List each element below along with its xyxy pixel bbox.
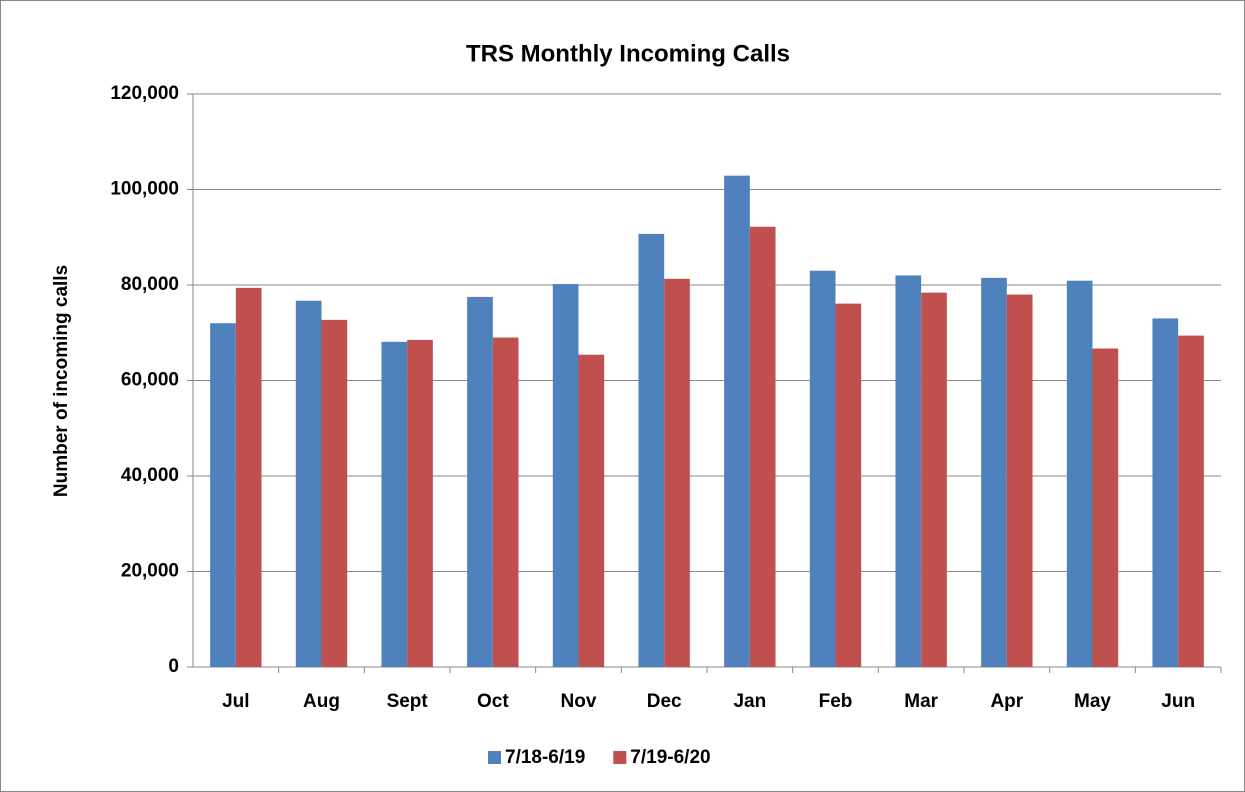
x-tick-label: Apr	[990, 691, 1023, 712]
bar	[295, 300, 322, 667]
bar	[1092, 348, 1119, 667]
bar	[981, 277, 1007, 667]
legend-label: 7/19-6/20	[630, 747, 710, 768]
bar	[809, 270, 836, 667]
y-tick-label: 100,000	[110, 179, 179, 200]
bar	[638, 233, 665, 667]
bar	[407, 339, 433, 667]
bar	[664, 278, 690, 667]
bar	[381, 341, 408, 667]
y-axis-label: Number of incoming calls	[51, 265, 72, 497]
bar	[552, 284, 579, 667]
bar	[1006, 294, 1033, 667]
x-tick-label: Aug	[303, 691, 340, 712]
x-tick-label: Jun	[1161, 691, 1195, 712]
bar	[235, 287, 262, 667]
bar	[835, 303, 862, 667]
bar	[1066, 280, 1093, 667]
y-tick-label: 80,000	[121, 274, 179, 295]
bar	[1178, 335, 1204, 667]
bar	[578, 354, 605, 667]
x-tick-label: Nov	[561, 691, 597, 712]
bar	[467, 296, 493, 667]
y-tick-label: 0	[168, 656, 179, 677]
y-tick-label: 120,000	[110, 83, 179, 104]
x-tick-label: Mar	[904, 691, 938, 712]
x-tick-label: Oct	[477, 691, 509, 712]
y-tick-label: 60,000	[121, 370, 179, 391]
chart-title: TRS Monthly Incoming Calls	[466, 40, 790, 67]
x-tick-label: Feb	[819, 691, 853, 712]
legend-swatch	[613, 751, 627, 764]
x-tick-label: May	[1074, 691, 1111, 712]
x-tick-label: Jul	[222, 691, 249, 712]
bar	[492, 337, 519, 667]
x-tick-label: Jan	[733, 691, 766, 712]
legend-swatch	[488, 751, 501, 764]
x-tick-label: Sept	[387, 691, 429, 712]
bar	[321, 319, 348, 667]
legend-label: 7/18-6/19	[505, 747, 585, 768]
y-tick-label: 40,000	[121, 465, 179, 486]
y-tick-label: 20,000	[121, 561, 179, 582]
bar	[724, 175, 750, 667]
x-tick-label: Dec	[647, 691, 682, 712]
bar	[210, 323, 236, 667]
bar	[895, 275, 922, 667]
bar	[921, 292, 947, 667]
bar	[749, 226, 776, 667]
bar	[1152, 318, 1179, 667]
